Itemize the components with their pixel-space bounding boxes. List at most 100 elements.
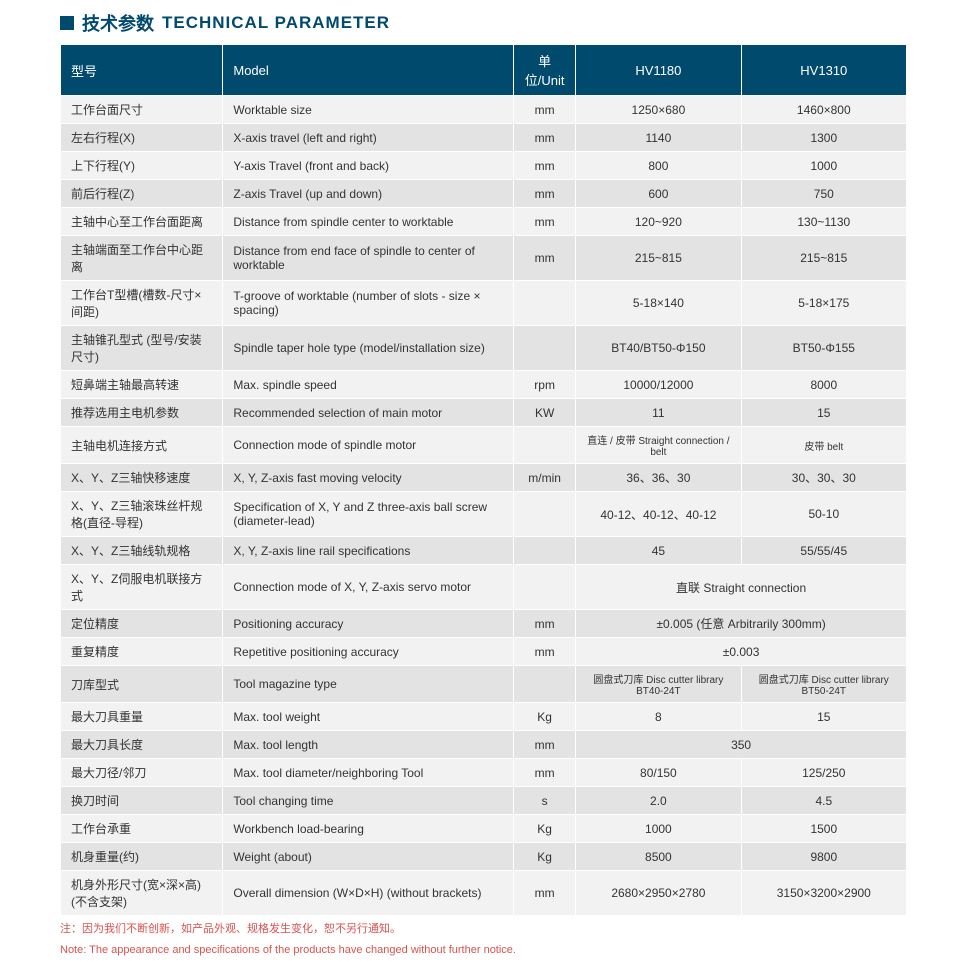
cell-en: Tool changing time bbox=[223, 787, 514, 815]
cell-v2: 1000 bbox=[741, 152, 906, 180]
cell-en: Z-axis Travel (up and down) bbox=[223, 180, 514, 208]
table-row: 主轴端面至工作台中心距离Distance from end face of sp… bbox=[61, 236, 907, 281]
cell-span: ±0.003 bbox=[576, 638, 907, 666]
cell-v2: 215~815 bbox=[741, 236, 906, 281]
cell-en: Distance from spindle center to worktabl… bbox=[223, 208, 514, 236]
cell-v2: 8000 bbox=[741, 371, 906, 399]
cell-cn: 换刀时间 bbox=[61, 787, 223, 815]
cell-v1: 800 bbox=[576, 152, 741, 180]
cell-cn: 左右行程(X) bbox=[61, 124, 223, 152]
title-square-icon bbox=[60, 16, 74, 30]
cell-v1: 600 bbox=[576, 180, 741, 208]
cell-v2: 15 bbox=[741, 703, 906, 731]
table-row: 定位精度Positioning accuracymm±0.005 (任意 Arb… bbox=[61, 610, 907, 638]
table-row: 工作台承重Workbench load-bearingKg10001500 bbox=[61, 815, 907, 843]
cell-v1: 8 bbox=[576, 703, 741, 731]
cell-v1: 36、36、30 bbox=[576, 464, 741, 492]
page-title: 技术参数 TECHNICAL PARAMETER bbox=[60, 10, 907, 36]
cell-v2: 9800 bbox=[741, 843, 906, 871]
cell-unit bbox=[514, 427, 576, 464]
cell-cn: 机身外形尺寸(宽×深×高)(不含支架) bbox=[61, 871, 223, 916]
table-row: 工作台面尺寸Worktable sizemm1250×6801460×800 bbox=[61, 96, 907, 124]
cell-cn: X、Y、Z三轴线轨规格 bbox=[61, 537, 223, 565]
cell-unit: Kg bbox=[514, 815, 576, 843]
cell-unit: m/min bbox=[514, 464, 576, 492]
table-row: 左右行程(X)X-axis travel (left and right)mm1… bbox=[61, 124, 907, 152]
table-row: 刀库型式Tool magazine type 圆盘式刀库 Disc cutter … bbox=[61, 666, 907, 703]
cell-cn: X、Y、Z伺服电机联接方式 bbox=[61, 565, 223, 610]
cell-en: Spindle taper hole type (model/installat… bbox=[223, 326, 514, 371]
cell-en: Distance from end face of spindle to cen… bbox=[223, 236, 514, 281]
cell-en: Repetitive positioning accuracy bbox=[223, 638, 514, 666]
title-en: TECHNICAL PARAMETER bbox=[162, 13, 390, 33]
col-header-unit: 单位/Unit bbox=[514, 45, 576, 96]
cell-cn: X、Y、Z三轴快移速度 bbox=[61, 464, 223, 492]
cell-v1: 215~815 bbox=[576, 236, 741, 281]
cell-unit bbox=[514, 565, 576, 610]
cell-v1: 40-12、40-12、40-12 bbox=[576, 492, 741, 537]
cell-en: Connection mode of X, Y, Z-axis servo mo… bbox=[223, 565, 514, 610]
cell-unit: mm bbox=[514, 871, 576, 916]
cell-cn: 工作台承重 bbox=[61, 815, 223, 843]
cell-span: 直联 Straight connection bbox=[576, 565, 907, 610]
table-row: 机身外形尺寸(宽×深×高)(不含支架)Overall dimension (W×… bbox=[61, 871, 907, 916]
table-row: X、Y、Z三轴线轨规格X, Y, Z-axis line rail specif… bbox=[61, 537, 907, 565]
table-row: 最大刀具长度Max. tool lengthmm350 bbox=[61, 731, 907, 759]
cell-unit: mm bbox=[514, 96, 576, 124]
cell-unit bbox=[514, 666, 576, 703]
cell-v1: 8500 bbox=[576, 843, 741, 871]
cell-span: 350 bbox=[576, 731, 907, 759]
cell-cn: 定位精度 bbox=[61, 610, 223, 638]
cell-unit: mm bbox=[514, 610, 576, 638]
cell-en: Specification of X, Y and Z three-axis b… bbox=[223, 492, 514, 537]
note-cn: 注：因为我们不断创新，如产品外观、规格发生变化，恕不另行通知。 bbox=[60, 922, 907, 937]
cell-en: X, Y, Z-axis line rail specifications bbox=[223, 537, 514, 565]
table-row: 工作台T型槽(槽数-尺寸×间距)T-groove of worktable (n… bbox=[61, 281, 907, 326]
cell-unit: Kg bbox=[514, 703, 576, 731]
cell-v2: 125/250 bbox=[741, 759, 906, 787]
cell-unit bbox=[514, 281, 576, 326]
cell-v1: 直连 / 皮带 Straight connection / belt bbox=[576, 427, 741, 464]
cell-v2: 15 bbox=[741, 399, 906, 427]
cell-cn: 主轴中心至工作台面距离 bbox=[61, 208, 223, 236]
col-header-hv1180: HV1180 bbox=[576, 45, 741, 96]
table-row: 机身重量(约)Weight (about)Kg85009800 bbox=[61, 843, 907, 871]
cell-cn: 最大刀径/邻刀 bbox=[61, 759, 223, 787]
cell-v2: 4.5 bbox=[741, 787, 906, 815]
cell-v2: 5-18×175 bbox=[741, 281, 906, 326]
cell-v1: 1140 bbox=[576, 124, 741, 152]
col-header-hv1310: HV1310 bbox=[741, 45, 906, 96]
table-row: 推荐选用主电机参数Recommended selection of main m… bbox=[61, 399, 907, 427]
cell-v1: 80/150 bbox=[576, 759, 741, 787]
cell-en: Connection mode of spindle motor bbox=[223, 427, 514, 464]
cell-unit: mm bbox=[514, 731, 576, 759]
cell-unit: mm bbox=[514, 124, 576, 152]
cell-v2: 1300 bbox=[741, 124, 906, 152]
table-row: 最大刀具重量Max. tool weightKg815 bbox=[61, 703, 907, 731]
cell-v2: 130~1130 bbox=[741, 208, 906, 236]
cell-unit: mm bbox=[514, 759, 576, 787]
table-row: X、Y、Z伺服电机联接方式Connection mode of X, Y, Z-… bbox=[61, 565, 907, 610]
cell-v2: 1500 bbox=[741, 815, 906, 843]
cell-unit bbox=[514, 326, 576, 371]
table-header-row: 型号 Model 单位/Unit HV1180 HV1310 bbox=[61, 45, 907, 96]
cell-en: Weight (about) bbox=[223, 843, 514, 871]
cell-cn: 重复精度 bbox=[61, 638, 223, 666]
cell-en: Tool magazine type bbox=[223, 666, 514, 703]
cell-v1: BT40/BT50-Φ150 bbox=[576, 326, 741, 371]
cell-en: Worktable size bbox=[223, 96, 514, 124]
cell-cn: 主轴锥孔型式 (型号/安装尺寸) bbox=[61, 326, 223, 371]
cell-v2: 圆盘式刀库 Disc cutter library BT50-24T bbox=[741, 666, 906, 703]
cell-cn: X、Y、Z三轴滚珠丝杆规格(直径-导程) bbox=[61, 492, 223, 537]
cell-en: Y-axis Travel (front and back) bbox=[223, 152, 514, 180]
note-en: Note: The appearance and specifications … bbox=[60, 943, 907, 958]
cell-en: Max. tool length bbox=[223, 731, 514, 759]
cell-v2: BT50-Φ155 bbox=[741, 326, 906, 371]
cell-cn: 工作台T型槽(槽数-尺寸×间距) bbox=[61, 281, 223, 326]
cell-unit: mm bbox=[514, 152, 576, 180]
cell-v1: 1250×680 bbox=[576, 96, 741, 124]
spec-table: 型号 Model 单位/Unit HV1180 HV1310 工作台面尺寸Wor… bbox=[60, 44, 907, 916]
col-header-cn: 型号 bbox=[61, 45, 223, 96]
cell-cn: 刀库型式 bbox=[61, 666, 223, 703]
cell-v2: 50-10 bbox=[741, 492, 906, 537]
